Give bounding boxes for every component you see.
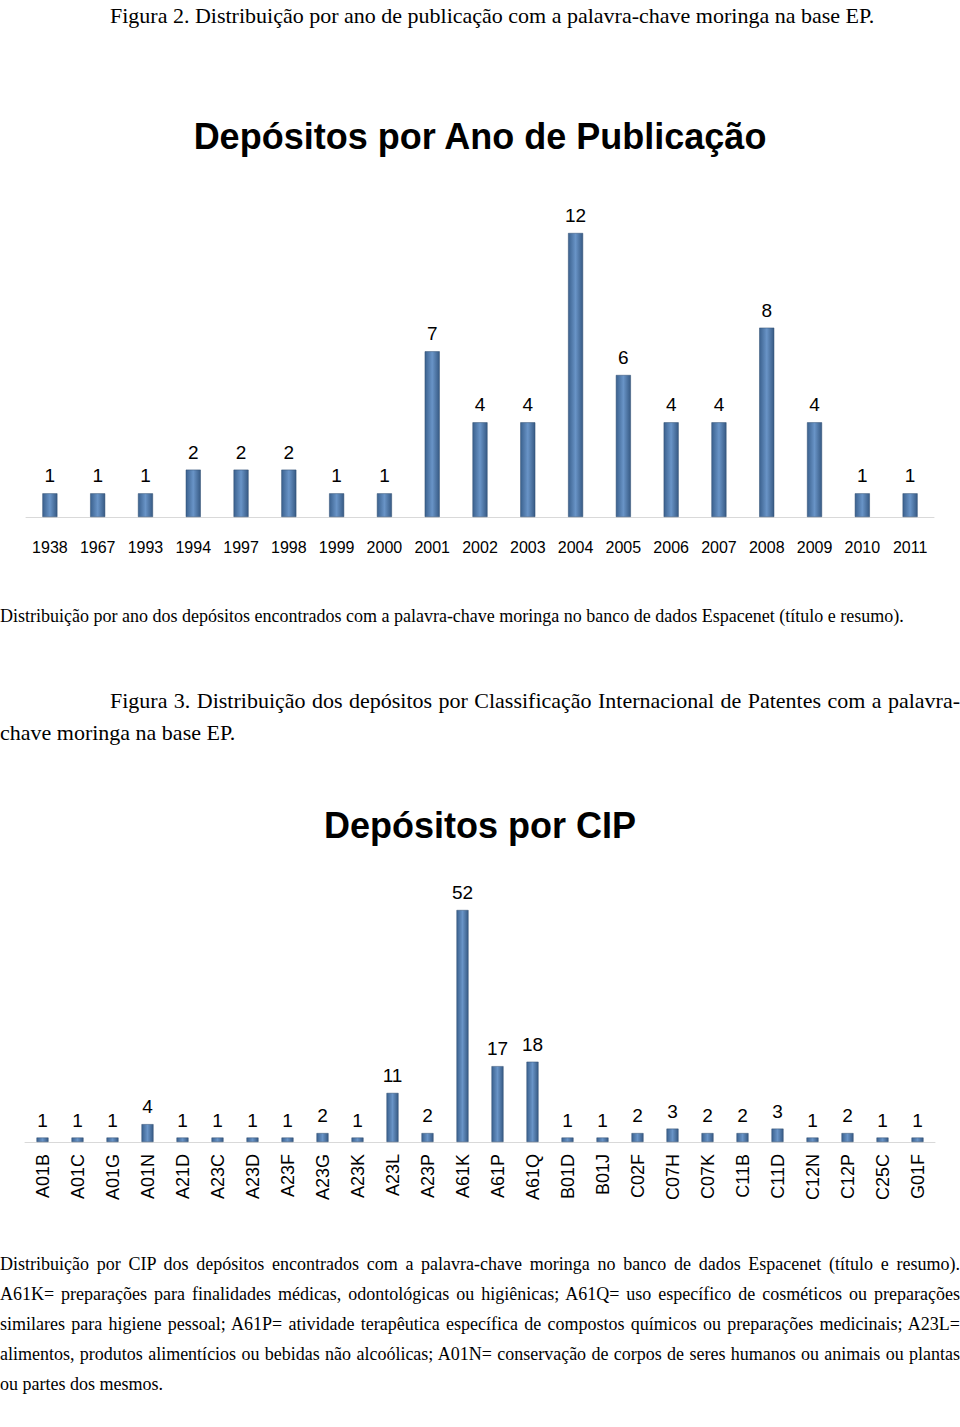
svg-text:A01B: A01B: [33, 1154, 53, 1198]
svg-text:A23D: A23D: [243, 1154, 263, 1199]
svg-text:1998: 1998: [271, 539, 307, 556]
svg-text:2001: 2001: [414, 539, 450, 556]
svg-text:1: 1: [857, 465, 868, 486]
html-text:Distribuição por CIP dos depós: Distribuição por CIP dos depósitos encon…: [0, 1254, 960, 1394]
svg-text:2: 2: [284, 442, 295, 463]
svg-text:1997: 1997: [223, 539, 259, 556]
svg-text:6: 6: [618, 347, 629, 368]
svg-text:C25C: C25C: [873, 1154, 893, 1200]
svg-text:52: 52: [452, 882, 473, 903]
svg-text:C02F: C02F: [628, 1154, 648, 1198]
svg-text:2005: 2005: [606, 539, 642, 556]
svg-text:2003: 2003: [510, 539, 546, 556]
svg-text:A23K: A23K: [348, 1154, 368, 1198]
svg-text:1: 1: [877, 1110, 888, 1131]
svg-text:4: 4: [142, 1096, 153, 1117]
svg-text:A23G: A23G: [313, 1154, 333, 1200]
svg-text:A01G: A01G: [103, 1154, 123, 1200]
svg-text:4: 4: [809, 394, 820, 415]
svg-text:1: 1: [107, 1110, 118, 1131]
svg-text:2004: 2004: [558, 539, 594, 556]
svg-text:2: 2: [422, 1105, 433, 1126]
html-text:Figura 3. Distribuição dos dep: Figura 3. Distribuição dos depósitos por…: [0, 688, 960, 745]
html-text:Figura 2. Distribuição por ano: Figura 2. Distribuição por ano de public…: [110, 3, 875, 28]
svg-text:1: 1: [562, 1110, 573, 1131]
svg-text:4: 4: [523, 394, 534, 415]
svg-text:C07K: C07K: [698, 1154, 718, 1199]
svg-text:1994: 1994: [175, 539, 211, 556]
svg-text:2: 2: [317, 1105, 328, 1126]
svg-text:2009: 2009: [797, 539, 833, 556]
svg-text:18: 18: [522, 1034, 543, 1055]
svg-text:2002: 2002: [462, 539, 498, 556]
svg-text:A23L: A23L: [383, 1154, 403, 1196]
svg-text:2010: 2010: [845, 539, 881, 556]
svg-text:1938: 1938: [32, 539, 68, 556]
svg-text:2011: 2011: [893, 539, 928, 556]
svg-text:2: 2: [188, 442, 199, 463]
svg-text:4: 4: [666, 394, 677, 415]
svg-text:A23P: A23P: [418, 1154, 438, 1198]
svg-text:1: 1: [140, 465, 151, 486]
svg-text:C07H: C07H: [663, 1154, 683, 1200]
svg-text:4: 4: [475, 394, 486, 415]
svg-text:G01F: G01F: [908, 1154, 928, 1199]
svg-text:1: 1: [905, 465, 916, 486]
svg-text:A23F: A23F: [278, 1154, 298, 1197]
svg-text:7: 7: [427, 323, 438, 344]
html-text:Distribuição por ano dos depós: Distribuição por ano dos depósitos encon…: [0, 606, 904, 626]
svg-text:A21D: A21D: [173, 1154, 193, 1199]
svg-text:3: 3: [772, 1101, 783, 1122]
svg-text:1: 1: [352, 1110, 363, 1131]
svg-text:12: 12: [565, 205, 586, 226]
svg-text:11: 11: [383, 1065, 403, 1086]
svg-text:3: 3: [667, 1101, 678, 1122]
svg-text:2: 2: [236, 442, 247, 463]
svg-text:B01D: B01D: [558, 1154, 578, 1199]
svg-text:1: 1: [37, 1110, 48, 1131]
svg-text:A01N: A01N: [138, 1154, 158, 1199]
svg-text:1: 1: [379, 465, 390, 486]
svg-text:1: 1: [282, 1110, 293, 1131]
svg-text:17: 17: [487, 1038, 508, 1059]
svg-text:2: 2: [702, 1105, 713, 1126]
svg-text:1: 1: [92, 465, 103, 486]
svg-text:A61K: A61K: [453, 1154, 473, 1198]
svg-text:1999: 1999: [319, 539, 355, 556]
svg-text:1: 1: [247, 1110, 258, 1131]
svg-text:A61Q: A61Q: [523, 1154, 543, 1200]
svg-text:1967: 1967: [80, 539, 116, 556]
svg-text:A23C: A23C: [208, 1154, 228, 1199]
svg-text:1: 1: [177, 1110, 188, 1131]
svg-text:8: 8: [761, 300, 772, 321]
svg-text:2007: 2007: [701, 539, 737, 556]
svg-text:2006: 2006: [653, 539, 689, 556]
svg-text:1: 1: [807, 1110, 818, 1131]
svg-text:1: 1: [72, 1110, 83, 1131]
svg-text:2: 2: [842, 1105, 853, 1126]
svg-text:B01J: B01J: [593, 1154, 613, 1195]
svg-text:4: 4: [714, 394, 725, 415]
svg-text:A01C: A01C: [68, 1154, 88, 1199]
svg-text:Depósitos por CIP: Depósitos por CIP: [324, 805, 636, 846]
svg-text:2000: 2000: [367, 539, 403, 556]
svg-text:1: 1: [331, 465, 342, 486]
svg-text:C12P: C12P: [838, 1154, 858, 1199]
svg-text:2008: 2008: [749, 539, 785, 556]
svg-text:1: 1: [212, 1110, 223, 1131]
svg-text:1: 1: [912, 1110, 923, 1131]
svg-text:1993: 1993: [128, 539, 164, 556]
svg-text:C11D: C11D: [768, 1154, 788, 1199]
svg-text:2: 2: [632, 1105, 643, 1126]
svg-text:Depósitos por Ano de Publicaçã: Depósitos por Ano de Publicação: [194, 116, 767, 157]
svg-text:A61P: A61P: [488, 1154, 508, 1198]
svg-text:C12N: C12N: [803, 1154, 823, 1200]
svg-text:1: 1: [597, 1110, 608, 1131]
svg-text:1: 1: [45, 465, 56, 486]
svg-text:C11B: C11B: [733, 1154, 753, 1198]
svg-text:2: 2: [737, 1105, 748, 1126]
